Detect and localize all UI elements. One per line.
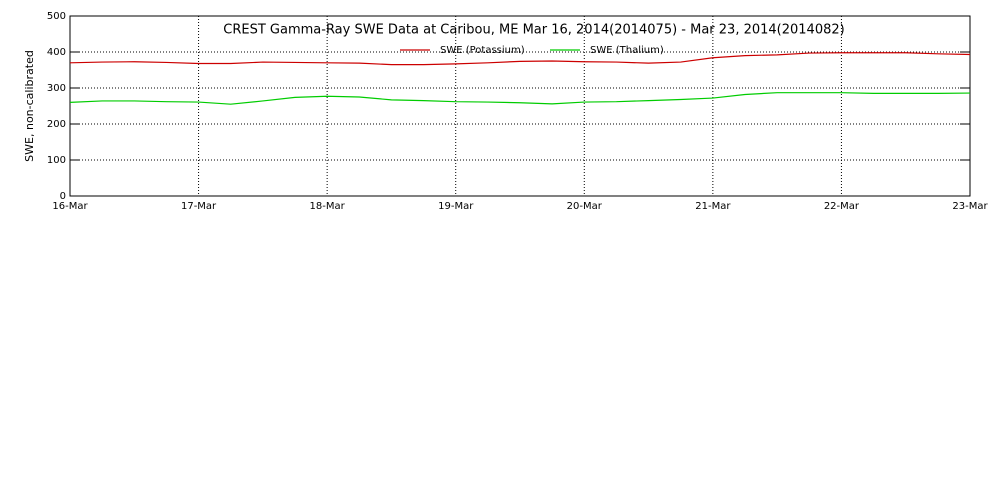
- data-line: [69, 92, 971, 105]
- x-tick-label: 16-Mar: [52, 201, 88, 212]
- y-axis-label: SWE, non-calibrated: [23, 50, 36, 162]
- x-tick-label: 17-Mar: [181, 201, 217, 212]
- y-tick-label: 200: [47, 119, 66, 130]
- y-tick-label: 400: [47, 47, 66, 58]
- x-tick-label: 18-Mar: [310, 201, 346, 212]
- x-tick-label: 22-Mar: [824, 201, 860, 212]
- y-tick-label: 300: [47, 83, 66, 94]
- x-tick-label: 23-Mar: [952, 201, 988, 212]
- legend-label: SWE (Potassium): [440, 45, 525, 56]
- chart-title: CREST Gamma-Ray SWE Data at Caribou, ME …: [223, 23, 844, 38]
- x-tick-label: 19-Mar: [438, 201, 474, 212]
- x-tick-label: 21-Mar: [695, 201, 731, 212]
- plot-frame: [69, 15, 971, 197]
- y-tick-label: 500: [47, 11, 66, 22]
- data-line: [69, 52, 971, 66]
- legend-label: SWE (Thalium): [590, 45, 664, 56]
- y-tick-label: 0: [60, 191, 66, 202]
- x-tick-label: 20-Mar: [567, 201, 603, 212]
- y-tick-label: 100: [47, 155, 66, 166]
